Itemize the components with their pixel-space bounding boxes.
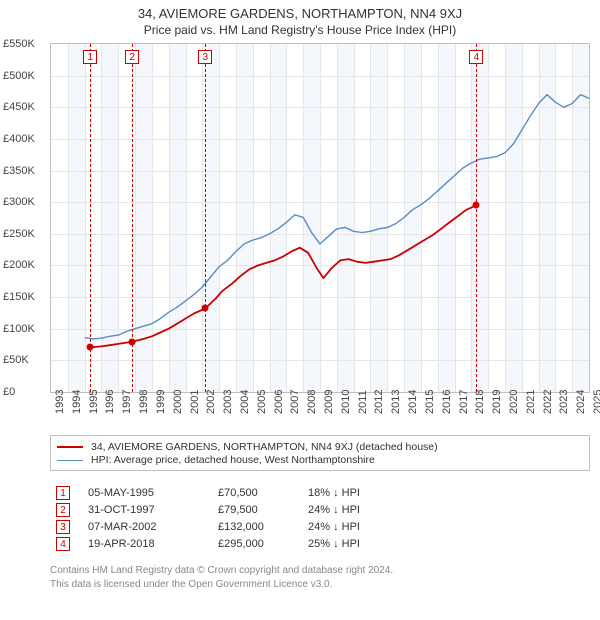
event-date: 31-OCT-1997 <box>88 504 218 516</box>
y-axis-label: £400K <box>3 133 35 145</box>
event-row: 3 07-MAR-2002£132,00024% ↓ HPI <box>56 520 584 534</box>
event-index-box: 3 <box>56 520 70 534</box>
y-axis-label: £500K <box>3 70 35 82</box>
x-axis-label: 2005 <box>256 390 268 414</box>
sale-marker-dot <box>87 344 94 351</box>
series-subject <box>90 205 476 347</box>
event-price: £295,000 <box>218 538 308 550</box>
y-axis-label: £100K <box>3 323 35 335</box>
event-delta: 24% ↓ HPI <box>308 504 360 516</box>
sale-marker-dot <box>202 305 209 312</box>
legend-row: 34, AVIEMORE GARDENS, NORTHAMPTON, NN4 9… <box>57 441 583 453</box>
x-axis-label: 2010 <box>340 390 352 414</box>
event-price: £79,500 <box>218 504 308 516</box>
sale-marker-line <box>205 44 206 392</box>
x-axis-label: 1999 <box>155 390 167 414</box>
sale-marker-line <box>476 44 477 392</box>
chart-subtitle: Price paid vs. HM Land Registry's House … <box>0 23 600 37</box>
y-axis-label: £450K <box>3 101 35 113</box>
x-axis-label: 1994 <box>71 390 83 414</box>
event-row: 2 31-OCT-1997£79,50024% ↓ HPI <box>56 503 584 517</box>
event-price: £132,000 <box>218 521 308 533</box>
event-price: £70,500 <box>218 487 308 499</box>
y-axis-label: £200K <box>3 259 35 271</box>
x-axis-label: 2025 <box>592 390 600 414</box>
y-axis-label: £150K <box>3 291 35 303</box>
x-axis-label: 1998 <box>138 390 150 414</box>
x-axis-label: 2022 <box>542 390 554 414</box>
sale-marker-box: 3 <box>198 50 212 64</box>
x-axis-label: 1996 <box>104 390 116 414</box>
y-axis-label: £550K <box>3 38 35 50</box>
x-axis-label: 2019 <box>491 390 503 414</box>
legend-swatch <box>57 446 83 448</box>
x-axis-label: 2017 <box>458 390 470 414</box>
x-axis-label: 2024 <box>575 390 587 414</box>
x-axis-label: 2016 <box>441 390 453 414</box>
legend-row: HPI: Average price, detached house, West… <box>57 454 583 466</box>
event-delta: 18% ↓ HPI <box>308 487 360 499</box>
attribution-footer: Contains HM Land Registry data © Crown c… <box>50 564 590 591</box>
x-axis-label: 2021 <box>525 390 537 414</box>
event-row: 4 19-APR-2018£295,00025% ↓ HPI <box>56 537 584 551</box>
y-axis-label: £300K <box>3 196 35 208</box>
sale-marker-line <box>90 44 91 392</box>
chart-title: 34, AVIEMORE GARDENS, NORTHAMPTON, NN4 9… <box>0 6 600 21</box>
x-axis-label: 2014 <box>407 390 419 414</box>
x-axis-label: 2003 <box>222 390 234 414</box>
event-delta: 24% ↓ HPI <box>308 521 360 533</box>
footer-line: Contains HM Land Registry data © Crown c… <box>50 564 590 578</box>
x-axis-label: 2011 <box>357 390 369 414</box>
x-axis-label: 1995 <box>88 390 100 414</box>
x-axis-label: 2004 <box>239 390 251 414</box>
sale-marker-dot <box>129 338 136 345</box>
x-axis-label: 2000 <box>172 390 184 414</box>
event-index-box: 2 <box>56 503 70 517</box>
x-axis-label: 2020 <box>508 390 520 414</box>
x-axis-label: 2009 <box>323 390 335 414</box>
x-axis-label: 2015 <box>424 390 436 414</box>
chart-plot-area: £0£50K£100K£150K£200K£250K£300K£350K£400… <box>50 43 590 393</box>
x-axis-label: 2013 <box>390 390 402 414</box>
event-row: 1 05-MAY-1995£70,50018% ↓ HPI <box>56 486 584 500</box>
x-axis-label: 2023 <box>558 390 570 414</box>
series-hpi <box>85 95 589 339</box>
event-index-box: 4 <box>56 537 70 551</box>
y-axis-label: £350K <box>3 165 35 177</box>
x-axis-label: 2007 <box>289 390 301 414</box>
x-axis-label: 2002 <box>205 390 217 414</box>
sale-marker-box: 2 <box>125 50 139 64</box>
x-axis-label: 2006 <box>273 390 285 414</box>
x-axis-label: 2001 <box>189 390 201 414</box>
y-axis-label: £50K <box>3 354 29 366</box>
y-axis-label: £0 <box>3 386 15 398</box>
event-index-box: 1 <box>56 486 70 500</box>
event-date: 19-APR-2018 <box>88 538 218 550</box>
sales-events-table: 1 05-MAY-1995£70,50018% ↓ HPI 2 31-OCT-1997… <box>50 477 590 558</box>
x-axis-label: 2018 <box>474 390 486 414</box>
event-date: 07-MAR-2002 <box>88 521 218 533</box>
legend-label: HPI: Average price, detached house, West… <box>91 454 375 466</box>
chart-legend: 34, AVIEMORE GARDENS, NORTHAMPTON, NN4 9… <box>50 435 590 471</box>
sale-marker-box: 1 <box>83 50 97 64</box>
x-axis-label: 1993 <box>54 390 66 414</box>
footer-line: This data is licensed under the Open Gov… <box>50 578 590 592</box>
sale-marker-dot <box>473 202 480 209</box>
x-axis-label: 2008 <box>306 390 318 414</box>
x-axis-label: 1997 <box>121 390 133 414</box>
sale-marker-box: 4 <box>469 50 483 64</box>
event-date: 05-MAY-1995 <box>88 487 218 499</box>
y-axis-label: £250K <box>3 228 35 240</box>
legend-label: 34, AVIEMORE GARDENS, NORTHAMPTON, NN4 9… <box>91 441 438 453</box>
event-delta: 25% ↓ HPI <box>308 538 360 550</box>
x-axis-label: 2012 <box>373 390 385 414</box>
legend-swatch <box>57 460 83 461</box>
